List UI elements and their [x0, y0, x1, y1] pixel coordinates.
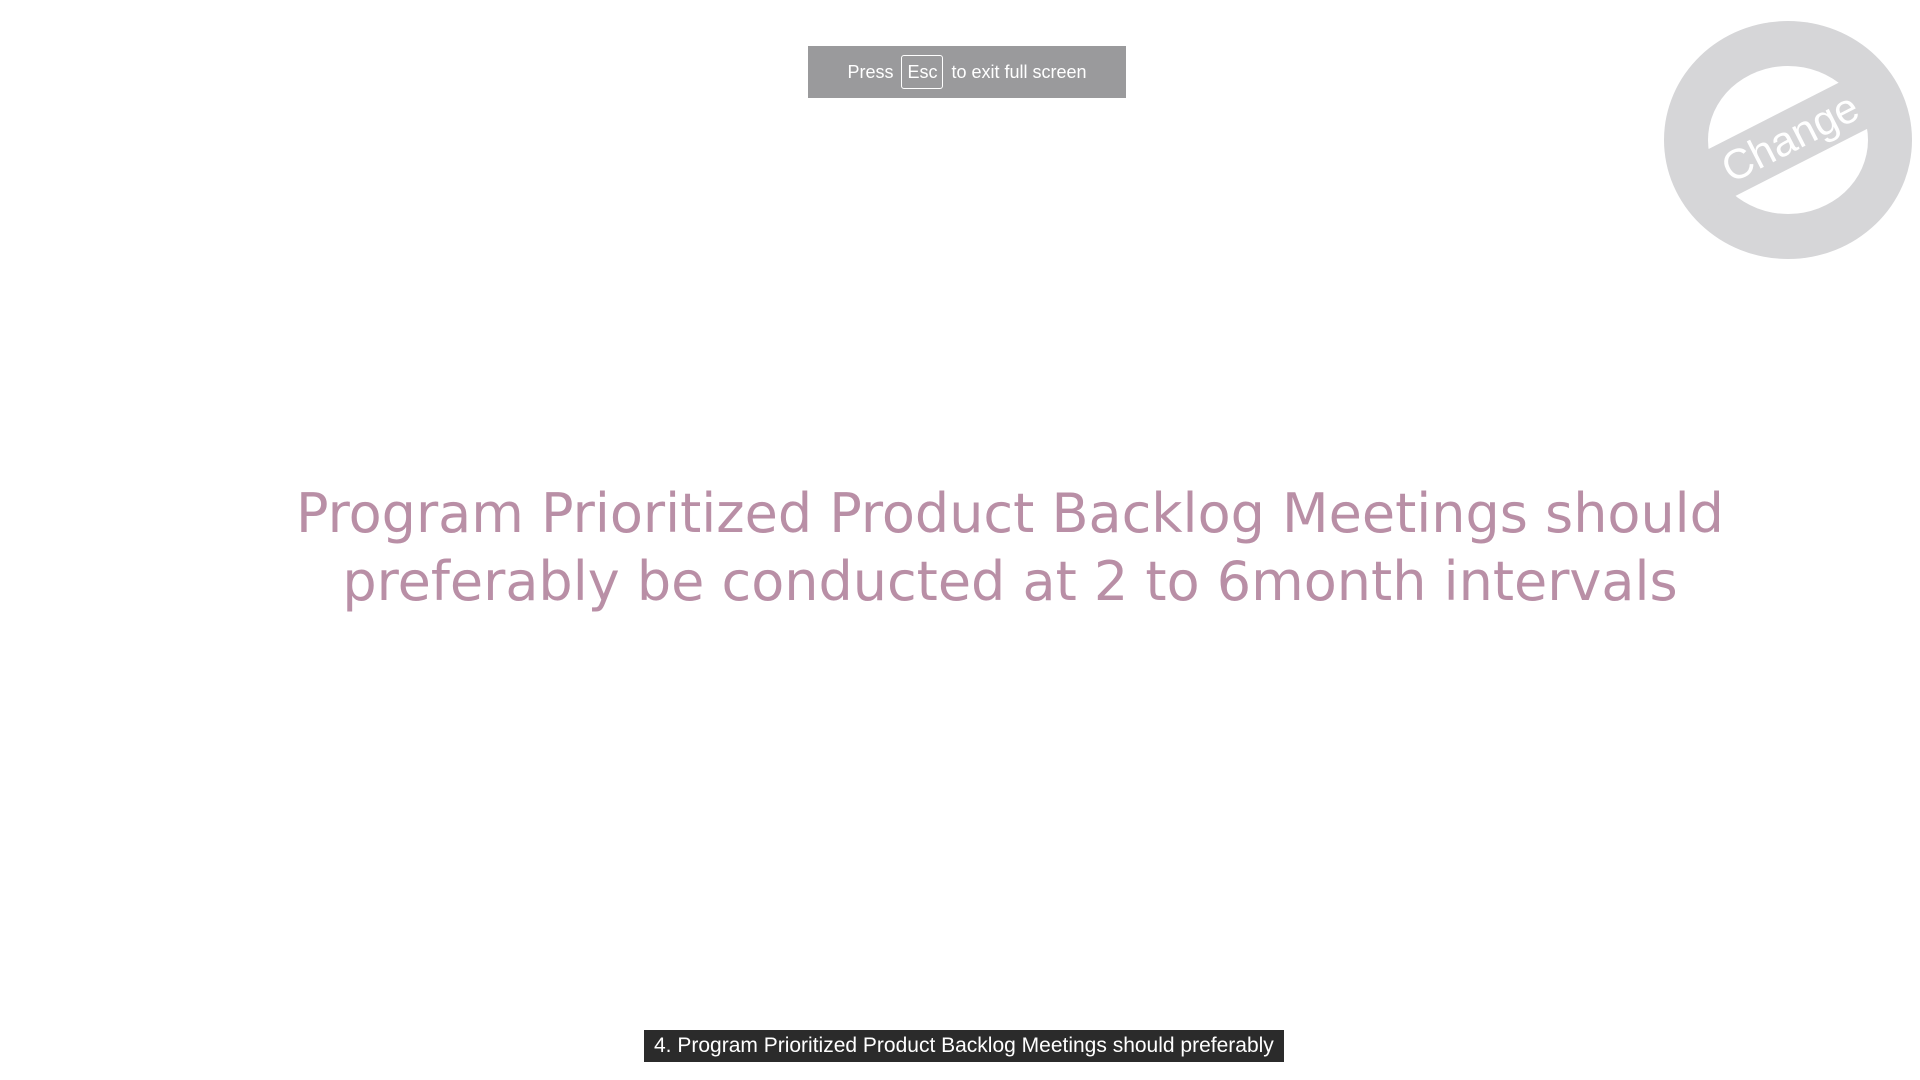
slide-text-line-2: preferably be conducted at 2 to 6month i… [342, 550, 1678, 613]
slide-text-line-1: Program Prioritized Product Backlog Meet… [296, 482, 1724, 545]
fullscreen-exit-notice: Press Esc to exit full screen [808, 46, 1126, 98]
notice-suffix: to exit full screen [951, 61, 1087, 82]
esc-key-badge: Esc [901, 55, 944, 89]
notice-prefix: Press [847, 61, 894, 82]
change-logo-icon: Change [1664, 20, 1914, 260]
slide-main-text: Program Prioritized Product Backlog Meet… [200, 480, 1820, 616]
subtitle-caption: 4. Program Prioritized Product Backlog M… [644, 1030, 1284, 1062]
